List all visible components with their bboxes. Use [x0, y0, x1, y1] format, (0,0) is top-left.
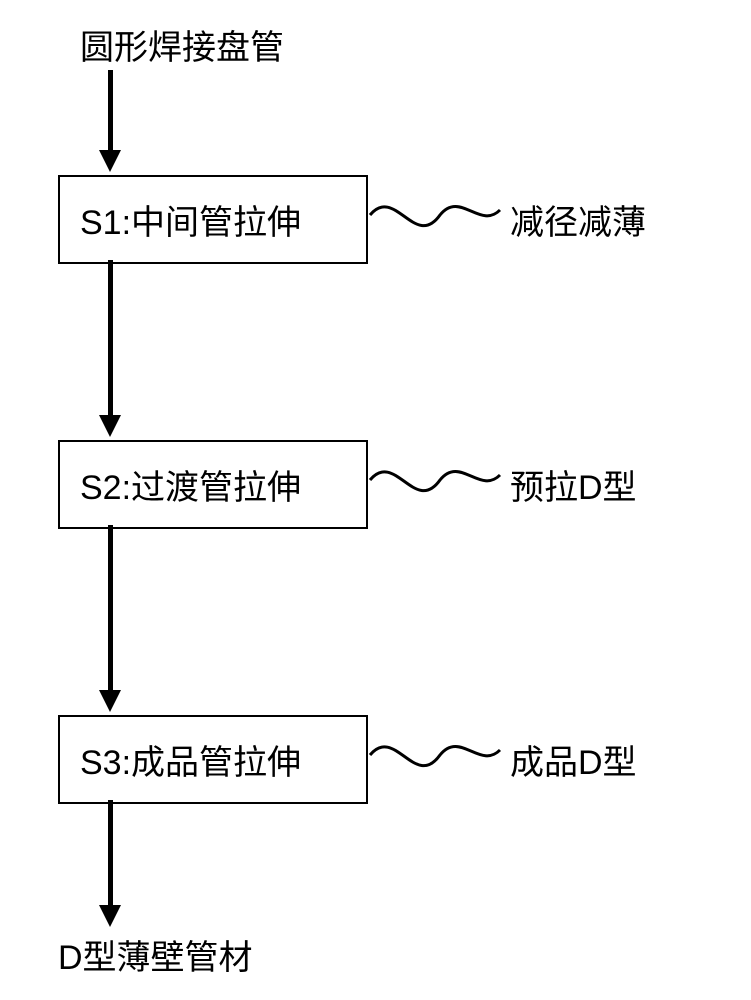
arrow-2-head: [99, 415, 121, 437]
annotation-s2: 预拉D型: [510, 460, 637, 509]
wave-connector-s1: [370, 195, 500, 245]
step-text-s1: S1:中间管拉伸: [80, 204, 301, 242]
arrow-2-line: [108, 260, 113, 415]
arrow-1-line: [108, 70, 113, 150]
annotation-s3: 成品D型: [510, 735, 637, 784]
step-box-s2: S2:过渡管拉伸: [58, 440, 368, 529]
arrow-4-line: [108, 800, 113, 905]
arrow-4-head: [99, 905, 121, 927]
arrow-3-head: [99, 690, 121, 712]
wave-connector-s3: [370, 735, 500, 785]
step-box-s3: S3:成品管拉伸: [58, 715, 368, 804]
step-text-s3: S3:成品管拉伸: [80, 744, 301, 782]
input-label: 圆形焊接盘管: [80, 20, 284, 69]
output-label: D型薄壁管材: [58, 930, 253, 979]
arrow-3-line: [108, 525, 113, 690]
step-box-s1: S1:中间管拉伸: [58, 175, 368, 264]
arrow-1-head: [99, 150, 121, 172]
wave-connector-s2: [370, 460, 500, 510]
annotation-s1: 减径减薄: [510, 195, 646, 244]
step-text-s2: S2:过渡管拉伸: [80, 469, 301, 507]
